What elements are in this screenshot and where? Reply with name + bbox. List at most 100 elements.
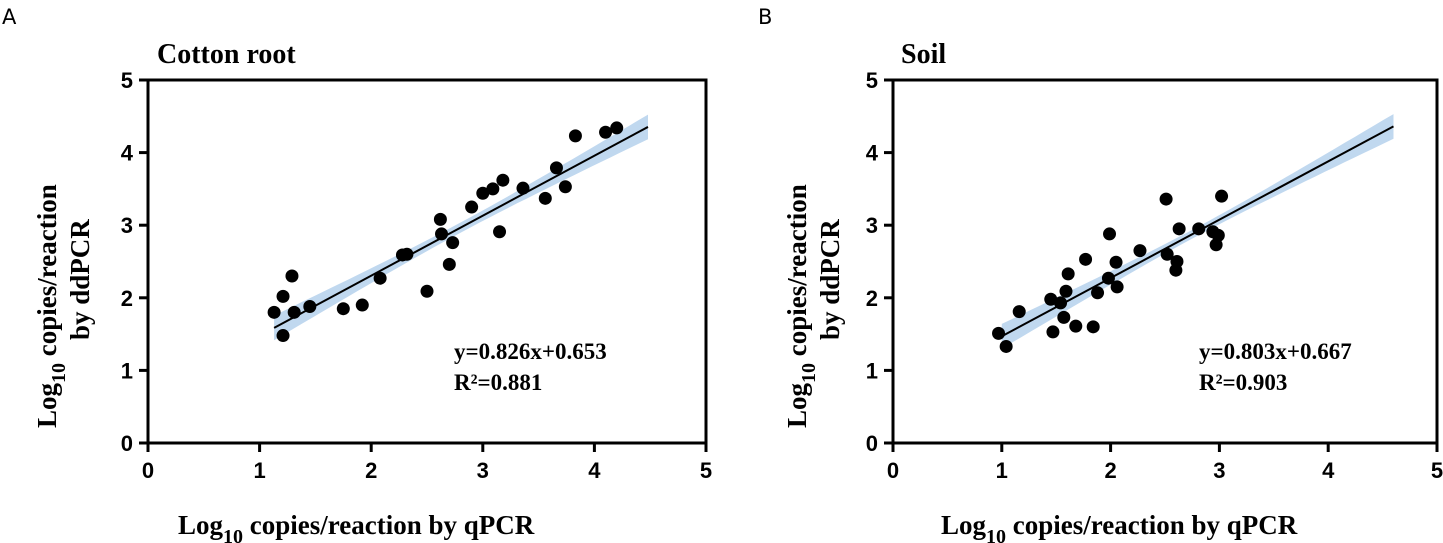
panel-a-x-tick-label: 1	[253, 458, 265, 483]
panel-b-y-tick-label: 5	[866, 68, 878, 93]
panel-a-data-point	[516, 181, 530, 195]
panel-b: B Soil 0 1 2 3 4 5 0 1 2 3 4 5 y=0.803x+0.667 R²=0.…	[758, 5, 1443, 543]
panel-b-data-point	[1069, 319, 1083, 333]
panel-b-data-point	[1159, 192, 1173, 206]
panel-a-data-point	[287, 305, 301, 319]
panel-b-x-axis-title-sub: 10	[986, 526, 1006, 543]
panel-b-data-point	[1133, 244, 1147, 258]
panel-a-data-point	[476, 186, 490, 200]
panel-b-y-tick-label: 2	[866, 286, 878, 311]
panel-a-y-tick-label: 4	[121, 141, 134, 166]
panel-b-r2: R²=0.903	[1199, 370, 1287, 395]
panel-a-y-tick-label: 2	[121, 286, 133, 311]
panel-b-x-axis-title-log: Log	[941, 510, 987, 540]
panel-a-x-axis-title: Log10 copies/reaction by qPCR	[178, 510, 535, 543]
panel-a-data-point	[496, 173, 510, 187]
panel-a-data-point	[558, 180, 572, 194]
panel-a-data-point	[568, 129, 582, 143]
panel-b-data-point	[1054, 296, 1068, 310]
panel-a-y-tick-label: 0	[121, 431, 133, 456]
panel-a-y-axis-title-sub: 10	[48, 363, 70, 383]
panel-b-y-axis-title-log: Log	[782, 382, 812, 428]
panel-a-regression-line	[273, 126, 649, 329]
panel-b-data-point	[1110, 280, 1124, 294]
panel-a-data-point	[303, 300, 317, 314]
panel-a-data-point	[336, 302, 350, 316]
panel-b-data-point	[1012, 305, 1026, 319]
panel-a-y-tick-label: 1	[121, 358, 133, 383]
panel-a-data-point	[610, 121, 624, 135]
panel-b-title: Soil	[901, 39, 946, 70]
panel-b-data-point	[1091, 286, 1105, 300]
panel-a-data-point	[538, 191, 552, 205]
panel-a-equation: y=0.826x+0.653	[454, 339, 607, 364]
panel-a-data-point	[599, 125, 613, 139]
panel-a-data-point	[276, 329, 290, 343]
panel-a-letter: A	[2, 5, 17, 29]
panel-a-y-axis-title-log: Log	[32, 382, 62, 428]
panel-a-data-point	[355, 298, 369, 312]
panel-a-r2: R²=0.881	[454, 370, 542, 395]
panel-b-data-point	[1211, 228, 1225, 242]
panel-b-plot-frame	[891, 78, 1439, 445]
panel-b-data-point	[1172, 222, 1186, 236]
panel-b-data-point	[1046, 325, 1060, 339]
panel-a-title: Cotton root	[157, 39, 296, 70]
panel-b-letter: B	[758, 5, 772, 29]
panel-a-y-tick-label: 5	[121, 68, 133, 93]
panel-b-y-axis-title-rest: copies/reaction	[782, 184, 812, 363]
panel-a-y-axis-title: Log10 copies/reaction by ddPCR	[32, 184, 95, 428]
panel-a-data-point	[442, 257, 456, 271]
panel-b-y-tick-label: 4	[866, 141, 879, 166]
panel-b-data-point	[1059, 284, 1073, 298]
panel-b-x-tick-label: 5	[1431, 458, 1443, 483]
panel-b-y-tick-label: 0	[866, 431, 878, 456]
panel-b-data-point	[1061, 267, 1075, 281]
panel-b-x-tick-label: 2	[1104, 458, 1116, 483]
panel-a-data-point	[446, 236, 460, 250]
panel-a-data-point	[493, 225, 507, 239]
panel-a-data-point	[486, 182, 500, 196]
panel-a-plot-area: 0 1 2 3 4 5 0 1 2 3 4 5	[121, 68, 712, 483]
panel-a-y-axis-title-rest: copies/reaction	[32, 184, 62, 363]
panel-b-y-axis-title-line1: Log10 copies/reaction	[782, 184, 820, 428]
panel-b-y-axis-title: Log10 copies/reaction by ddPCR	[782, 184, 845, 428]
panel-b-data-point	[1170, 255, 1184, 268]
panel-a-x-tick-label: 3	[477, 458, 489, 483]
panel-b-y-axis-title-sub: 10	[798, 363, 820, 383]
panel-a-x-axis-title-sub: 10	[223, 526, 243, 543]
panel-a-data-point	[400, 247, 414, 261]
panel-b-equation: y=0.803x+0.667	[1199, 339, 1352, 364]
panel-b-y-axis-title-line2: by ddPCR	[815, 219, 845, 340]
panel-a-x-tick-label: 5	[700, 458, 712, 483]
panel-a-x-axis-title-rest: copies/reaction by qPCR	[243, 510, 535, 540]
panel-a-data-point	[267, 305, 281, 319]
panel-b-y-tick-label: 1	[866, 358, 878, 383]
panel-a-data-point	[285, 269, 299, 283]
panel-a-x-axis-title-log: Log	[178, 510, 224, 540]
panel-a-y-tick-label: 3	[121, 213, 133, 238]
panel-a-data-point	[420, 284, 434, 298]
panel-a-y-axis-title-line2: by ddPCR	[65, 219, 95, 340]
panel-a-y-axis-title-line1: Log10 copies/reaction	[32, 184, 70, 428]
panel-b-x-axis-title-rest: copies/reaction by qPCR	[1006, 510, 1298, 540]
panel-b-data-point	[1103, 227, 1117, 241]
panel-a-data-point	[373, 271, 387, 285]
panel-a-data-point	[276, 289, 290, 303]
panel-b-data-point	[1215, 189, 1229, 203]
panel-a: A Cotton root 0 1 2 3 4 5 0 1 2 3 4 5 y=0.826x+0.65…	[2, 5, 712, 543]
panel-a-data-point	[435, 227, 449, 241]
panel-b-data-point	[1192, 222, 1206, 236]
panel-b-x-tick-label: 4	[1322, 458, 1335, 483]
panel-a-x-tick-label: 0	[142, 458, 154, 483]
panel-b-plot-area: 0 1 2 3 4 5 0 1 2 3 4 5	[866, 68, 1443, 483]
panel-b-y-tick-label: 3	[866, 213, 878, 238]
panel-b-data-point	[999, 339, 1013, 353]
panel-b-data-point	[1101, 271, 1115, 285]
panel-b-data-point	[1057, 310, 1071, 324]
panel-b-data-point	[1160, 247, 1174, 261]
panel-b-data-point	[1086, 320, 1100, 334]
panel-b-data-point	[992, 326, 1006, 340]
panel-a-x-tick-label: 4	[588, 458, 601, 483]
